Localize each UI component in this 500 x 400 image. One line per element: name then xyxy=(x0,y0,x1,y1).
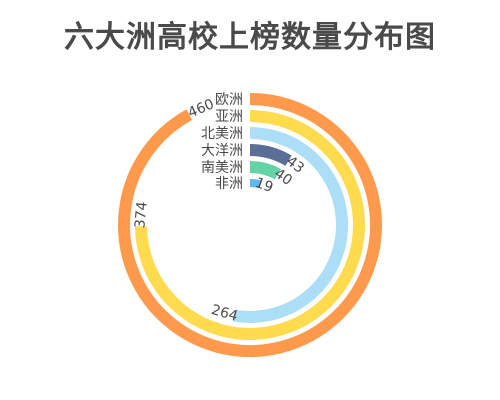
category-label-亚洲: 亚洲 xyxy=(215,109,243,125)
category-label-南美洲: 南美洲 xyxy=(201,160,243,176)
bar-南美洲[interactable] xyxy=(249,161,281,180)
bar-非洲[interactable] xyxy=(249,179,261,189)
category-label-北美洲: 北美洲 xyxy=(201,126,243,142)
value-label-亚洲: 374 xyxy=(132,201,150,229)
category-label-非洲: 非洲 xyxy=(215,176,243,192)
bar-大洋洲[interactable] xyxy=(249,144,292,166)
category-label-大洋洲: 大洋洲 xyxy=(201,143,243,159)
bar-北美洲[interactable] xyxy=(232,127,348,323)
value-label-非洲: 19 xyxy=(253,175,275,196)
value-label-北美洲: 264 xyxy=(209,302,239,325)
category-label-欧洲: 欧洲 xyxy=(215,92,243,108)
bar-欧洲[interactable] xyxy=(118,93,382,357)
chart-title: 六大洲高校上榜数量分布图 xyxy=(64,20,436,55)
value-label-欧洲: 460 xyxy=(186,96,217,121)
bar-亚洲[interactable] xyxy=(135,110,365,340)
